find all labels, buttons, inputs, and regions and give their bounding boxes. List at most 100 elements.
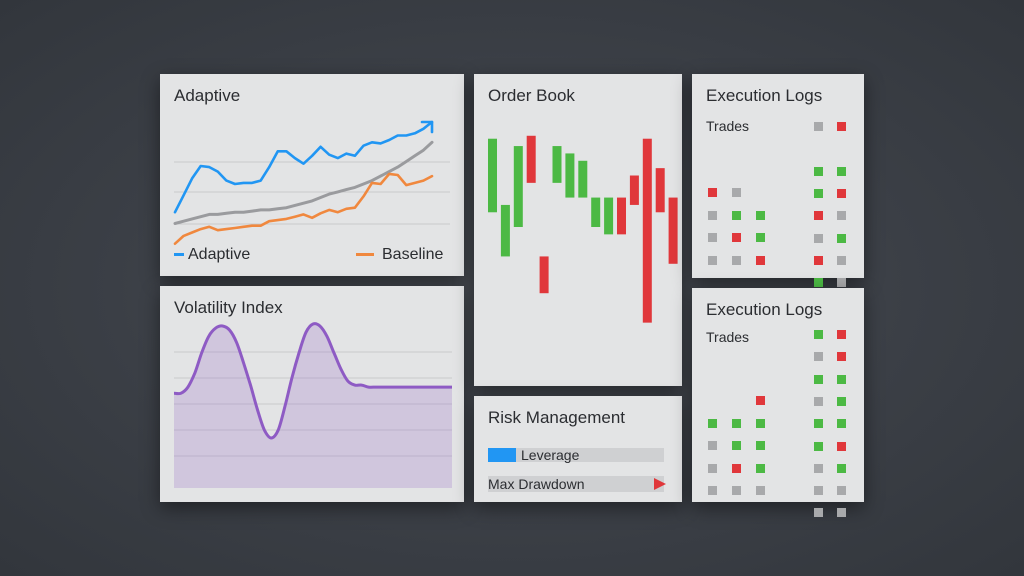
order-book-chart	[488, 135, 678, 323]
trade-cell	[837, 441, 846, 451]
trade-cell	[814, 278, 823, 288]
order-book-bar	[668, 197, 678, 264]
trade-cell	[837, 508, 846, 518]
trade-cell	[756, 233, 765, 242]
trade-cell	[732, 486, 741, 495]
trade-cell	[732, 418, 741, 428]
trade-cell	[814, 211, 823, 221]
trade-cell	[837, 211, 846, 221]
trade-cell	[732, 255, 741, 265]
trade-cell	[708, 486, 717, 495]
trade-cell	[814, 352, 823, 362]
legend-baseline: Baseline	[356, 246, 443, 264]
volatility-line	[173, 322, 452, 440]
trade-cell	[756, 486, 765, 495]
trade-cell	[837, 486, 846, 496]
order-book-bar	[655, 168, 665, 213]
trade-cell	[814, 255, 823, 265]
trades-label-bottom: Trades	[706, 329, 750, 345]
drawdown-bar	[488, 476, 664, 492]
legend-baseline-label: Baseline	[382, 246, 444, 263]
trade-cell	[837, 233, 846, 243]
trade-cell	[708, 463, 717, 473]
leverage-bar-fill	[488, 448, 517, 462]
trade-cell	[837, 122, 846, 131]
volatility-chart	[173, 322, 452, 488]
trade-cell	[708, 418, 717, 428]
trade-cell	[708, 441, 717, 450]
adaptive-title: Adaptive	[174, 86, 241, 105]
order-book-bar	[629, 175, 639, 205]
trade-cell	[837, 374, 846, 384]
play-triangle-icon	[654, 478, 666, 490]
trade-cell	[756, 210, 765, 220]
trade-cell	[756, 255, 765, 265]
trade-cell	[837, 463, 846, 473]
order-book-bar	[513, 146, 523, 227]
order-book-bar	[565, 153, 575, 198]
trade-cell	[837, 188, 846, 198]
order-book-title: Order Book	[488, 86, 575, 105]
order-book-bar	[642, 138, 652, 323]
baseline-series-line	[173, 172, 434, 245]
trade-cell	[756, 418, 765, 428]
trend-series-line	[173, 140, 434, 225]
trades-label-top: Trades	[706, 118, 750, 134]
trade-cell	[814, 122, 823, 131]
trade-cell	[756, 441, 765, 450]
trade-cell	[837, 255, 846, 265]
trade-cell	[814, 419, 823, 429]
trade-cell	[814, 463, 823, 473]
trade-cell	[814, 233, 823, 243]
trade-cell	[814, 508, 823, 518]
trade-cell	[814, 441, 823, 451]
trade-cell	[708, 188, 717, 197]
order-book-panel: Order Book	[474, 74, 682, 386]
order-book-bar	[526, 135, 536, 183]
up-right-arrow-icon	[420, 120, 434, 134]
trade-cell	[732, 233, 741, 242]
trade-cell	[814, 486, 823, 496]
trade-cell	[708, 210, 717, 220]
risk-panel: Risk Management Leverage Max Drawdown	[474, 396, 682, 502]
legend-adaptive-swatch	[174, 253, 184, 257]
trade-cell	[837, 419, 846, 429]
trade-cell	[708, 255, 717, 265]
trade-cell	[814, 188, 823, 198]
trade-cell	[814, 396, 823, 406]
order-book-bar	[604, 197, 614, 235]
leverage-bar	[488, 448, 664, 462]
legend-baseline-swatch	[356, 253, 374, 257]
volatility-area	[174, 323, 452, 488]
trade-cell	[837, 278, 846, 288]
order-book-bar	[591, 197, 601, 227]
execution-logs-panel-bottom: Execution Logs Trades	[692, 288, 864, 518]
volatility-title: Volatility Index	[174, 298, 283, 317]
execution-logs-panel-top: Execution Logs Trades	[692, 74, 864, 310]
order-book-bar	[488, 138, 497, 213]
trade-cell	[732, 463, 741, 473]
trade-cell	[732, 210, 741, 220]
risk-title: Risk Management	[488, 408, 626, 427]
order-book-bar	[578, 160, 588, 198]
leverage-label: Leverage	[521, 447, 580, 463]
execution-logs-title-top: Execution Logs	[706, 86, 823, 105]
order-book-bar	[552, 146, 562, 183]
trade-cell	[837, 396, 846, 406]
trade-cell	[732, 441, 741, 450]
trade-cell	[837, 330, 846, 339]
trade-cell	[756, 396, 765, 405]
legend-adaptive: Adaptive	[174, 246, 250, 264]
trade-cell	[814, 330, 823, 339]
trade-cell	[837, 166, 846, 176]
trade-cell	[756, 463, 765, 473]
trade-cell	[837, 352, 846, 362]
volatility-panel: Volatility Index	[160, 286, 464, 502]
order-book-bar	[539, 256, 549, 294]
order-book-bar	[617, 197, 626, 235]
trade-cell	[814, 166, 823, 176]
order-book-bar	[500, 204, 510, 257]
drawdown-label: Max Drawdown	[488, 476, 585, 492]
adaptive-chart	[173, 120, 450, 245]
execution-logs-title-bottom: Execution Logs	[706, 300, 823, 319]
